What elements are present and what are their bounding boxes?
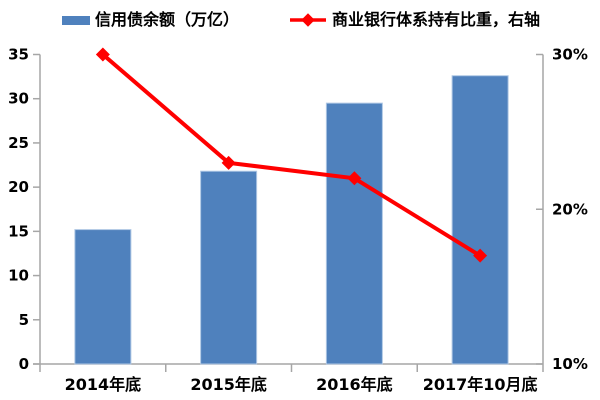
- line-series-path: [101, 52, 482, 258]
- bar-2016年底: [325, 102, 383, 365]
- left-axis-tick-label: 30: [8, 90, 29, 108]
- legend-item-line-series: 商业银行体系持有比重，右轴: [289, 9, 540, 31]
- bar-2017年10月底: [451, 75, 509, 365]
- line-marker-2015年底: [221, 155, 236, 170]
- bar-2015年底: [200, 170, 258, 365]
- category-label: 2016年底: [316, 375, 393, 394]
- legend-diamond-marker-icon: [301, 13, 315, 27]
- category-label: 2014年底: [65, 375, 142, 394]
- bar-2014年底: [74, 229, 132, 365]
- left-axis-tick-label: 0: [19, 355, 29, 373]
- right-axis-tick-label: 30%: [552, 46, 588, 64]
- left-axis-tick-label: 25: [8, 134, 29, 152]
- right-axis-tick-label: 20%: [552, 200, 588, 218]
- left-axis-tick-label: 20: [8, 178, 29, 196]
- line-series-legend-label: 商业银行体系持有比重，右轴: [332, 10, 541, 29]
- category-label: 2017年10月底: [423, 375, 538, 394]
- bar-series-legend-label: 信用债余额（万亿）: [95, 10, 240, 29]
- left-axis-tick-label: 35: [8, 46, 29, 64]
- left-axis-tick-label: 5: [19, 311, 29, 329]
- left-axis-tick-label: 15: [8, 222, 29, 240]
- line-marker-2016年底: [347, 171, 362, 186]
- legend-item-bar-series: 信用债余额（万亿）: [62, 9, 239, 31]
- right-axis-tick-label: 10%: [552, 355, 588, 373]
- line-marker-2014年底: [95, 47, 110, 62]
- line-series-swatch-icon: [290, 13, 327, 27]
- chart-legend: 信用债余额（万亿） 商业银行体系持有比重，右轴: [62, 9, 540, 31]
- left-axis-tick-label: 10: [8, 267, 29, 285]
- bar-series-swatch-icon: [62, 15, 90, 25]
- line-marker-2017年10月底: [473, 248, 488, 263]
- category-label: 2015年底: [190, 375, 267, 394]
